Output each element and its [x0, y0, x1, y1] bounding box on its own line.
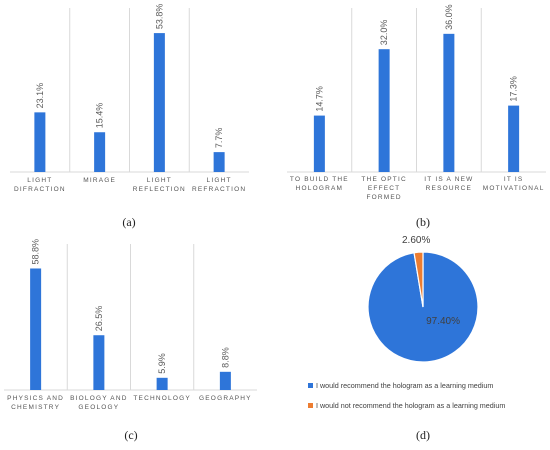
legend-swatch: [308, 403, 313, 408]
category-label: LIGHT: [207, 177, 232, 184]
category-label: REFLECTION: [133, 186, 186, 193]
chart-d: 97.40% 2.60% I would recommend the hologra…: [308, 235, 505, 410]
legend-label: I would recommend the hologram as a lear…: [316, 381, 493, 390]
category-label: IT IS: [504, 176, 524, 183]
category-label: IT IS A NEW: [424, 176, 473, 183]
category-label: LIGHT: [147, 177, 172, 184]
bar: [156, 377, 168, 390]
data-label: 32.0%: [379, 20, 389, 46]
data-label: 15.4%: [95, 103, 105, 129]
panel-label-c: (c): [124, 428, 137, 442]
bar: [93, 335, 105, 390]
data-label: 53.8%: [154, 4, 164, 30]
data-label: 17.3%: [509, 76, 519, 102]
category-label: EFFECT: [368, 185, 400, 192]
category-label: CHEMISTRY: [11, 404, 60, 411]
data-label: 58.8%: [31, 239, 41, 265]
bar: [443, 33, 455, 173]
category-label: LIGHT: [27, 177, 52, 184]
category-label: GEOGRAPHY: [199, 395, 252, 402]
pie-slice: [413, 251, 424, 308]
legend-swatch: [308, 383, 313, 388]
data-label: 23.1%: [35, 83, 45, 109]
category-label: THE OPTIC: [361, 176, 406, 183]
data-label: 5.9%: [157, 353, 167, 374]
data-label: 14.7%: [314, 86, 324, 112]
category-label: BIOLOGY AND: [70, 395, 128, 402]
category-label: MIRAGE: [83, 177, 116, 184]
chart-b: 14.7% TO BUILD THE HOLOGRAM 32.0% THE OPTIC E…: [287, 4, 546, 201]
category-label: DIFRACTION: [14, 186, 66, 193]
data-label: 36.0%: [444, 4, 454, 30]
pie-data-label: 97.40%: [426, 316, 460, 327]
data-label: 26.5%: [94, 306, 104, 332]
panel-label-a: (a): [122, 215, 135, 229]
data-label: 7.7%: [214, 128, 224, 149]
bar: [30, 268, 42, 390]
bar: [94, 132, 106, 172]
chart-c: 58.8% PHYSICS AND CHEMISTRY 26.5% BIOLOGY AN…: [4, 239, 257, 411]
bar: [34, 112, 46, 172]
panel-label-d: (d): [416, 428, 430, 442]
category-label: TECHNOLOGY: [133, 395, 191, 402]
panel-label-b: (b): [416, 215, 430, 229]
chart-a: 23.1% LIGHT DIFRACTION 15.4% MIRAGE 53.8% LIGH…: [10, 4, 249, 193]
bar: [378, 49, 390, 172]
category-label: MOTIVATIONAL: [483, 185, 545, 192]
bar: [153, 33, 165, 173]
category-label: HOLOGRAM: [296, 185, 344, 192]
bar: [213, 152, 225, 172]
bar: [219, 371, 231, 390]
pie-data-label: 2.60%: [402, 235, 430, 246]
bar: [508, 105, 520, 172]
category-label: PHYSICS AND: [7, 395, 64, 402]
category-label: GEOLOGY: [78, 404, 119, 411]
legend-label: I would not recommend the hologram as a …: [316, 401, 505, 410]
category-label: REFRACTION: [192, 186, 246, 193]
category-label: FORMED: [366, 194, 401, 201]
category-label: RESOURCE: [426, 185, 472, 192]
data-label: 8.8%: [220, 347, 230, 368]
category-label: TO BUILD THE: [290, 176, 349, 183]
bar: [313, 115, 325, 172]
